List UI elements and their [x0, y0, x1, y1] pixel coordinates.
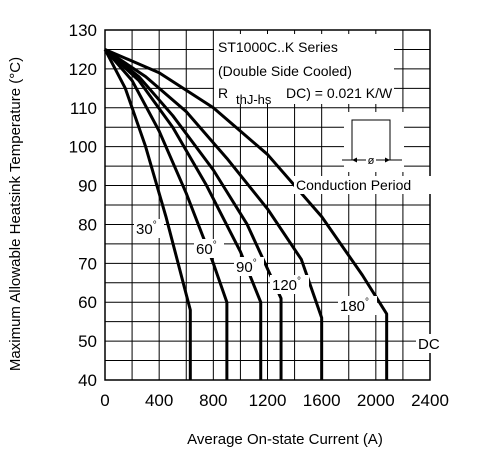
series-label: 90°: [236, 258, 257, 276]
series-line: [103, 48, 192, 380]
series-line: [104, 48, 324, 380]
plot-border: [104, 29, 431, 381]
y-tick-label: 130: [69, 21, 97, 40]
annotation-background: [214, 34, 394, 104]
series-label: DC: [418, 336, 440, 353]
series-label-background: [270, 275, 309, 294]
x-tick-label: 0: [100, 391, 109, 410]
y-tick-label: 50: [78, 332, 97, 351]
y-tick-label: 110: [70, 99, 97, 118]
series-label-background: [194, 239, 224, 258]
conduction-label-bg: [294, 176, 432, 194]
series-line: [103, 48, 229, 380]
thermal-resistance-prefix: R: [218, 85, 228, 101]
phi-symbol: ø: [368, 155, 375, 167]
series-name-annotation: ST1000C..K Series: [218, 39, 338, 55]
y-tick-labels: 40 50 60 70 80 90 100 110 120 130: [69, 21, 97, 390]
y-tick-label: 80: [78, 215, 97, 234]
x-tick-labels: 0 400 800 1200 1600 2000 2400: [100, 391, 449, 410]
conduction-period-label: Conduction Period: [296, 177, 411, 193]
y-tick-label: 100: [69, 138, 97, 157]
series-line: [104, 48, 283, 380]
inset-background: [344, 112, 404, 172]
cooling-annotation: (Double Side Cooled): [218, 63, 352, 79]
x-tick-label: 400: [145, 391, 173, 410]
y-tick-label: 90: [78, 177, 97, 196]
series-label: 30°: [136, 220, 157, 238]
plot-frame: [104, 29, 431, 381]
x-tick-label: 800: [199, 391, 227, 410]
x-tick-label: 1200: [249, 391, 287, 410]
x-tick-label: 1600: [303, 391, 341, 410]
x-tick-label: 2400: [411, 391, 449, 410]
conduction-waveform: [342, 119, 402, 161]
y-tick-label: 70: [78, 254, 97, 273]
x-tick-label: 2000: [357, 391, 395, 410]
series-label-background: [416, 334, 438, 353]
series-label: 120°: [272, 276, 301, 294]
y-tick-label: 120: [69, 60, 97, 79]
series-label-background: [134, 219, 164, 238]
y-tick-label: 40: [78, 371, 97, 390]
series-label-background: [234, 257, 264, 276]
phi-arrowhead-right: [385, 157, 390, 163]
y-axis-title: Maximum Allowable Heatsink Temperature (…: [7, 57, 24, 371]
x-axis-title: Average On-state Current (A): [187, 431, 383, 448]
thermal-resistance-subscript: thJ-hs: [236, 92, 272, 107]
y-tick-label: 60: [78, 293, 97, 312]
series-line: [103, 48, 263, 380]
series-label-background: [338, 296, 377, 315]
conduction-inset: ø: [342, 112, 404, 172]
thermal-resistance-value: DC) = 0.021 K/W: [286, 85, 393, 101]
series-label: 180°: [340, 297, 369, 315]
phi-arrowhead-left: [352, 157, 357, 163]
series-label: 60°: [196, 240, 217, 258]
